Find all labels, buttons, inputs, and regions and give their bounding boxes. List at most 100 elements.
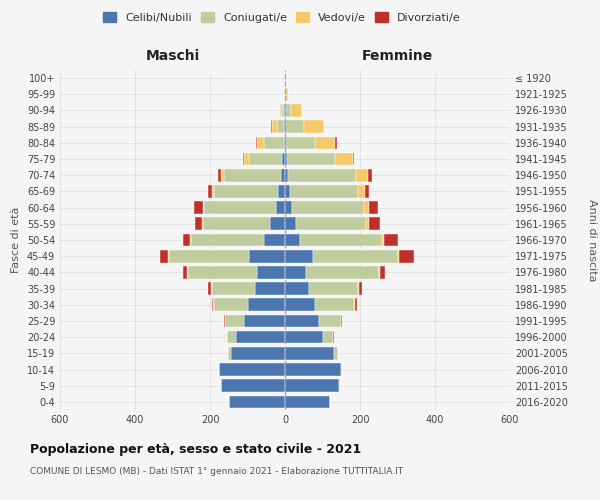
Bar bbox=[205, 202, 275, 214]
Bar bbox=[221, 380, 285, 392]
Bar bbox=[285, 202, 292, 214]
Bar bbox=[382, 234, 383, 246]
Bar bbox=[160, 250, 167, 262]
Y-axis label: Anni di nascita: Anni di nascita bbox=[587, 198, 597, 281]
Bar bbox=[211, 282, 212, 295]
Bar bbox=[284, 136, 285, 149]
Bar bbox=[257, 266, 285, 278]
Text: Maschi: Maschi bbox=[145, 48, 200, 62]
Bar bbox=[300, 234, 382, 246]
Bar bbox=[286, 88, 288, 101]
Bar bbox=[218, 169, 221, 181]
Bar bbox=[283, 152, 285, 166]
Bar bbox=[202, 218, 203, 230]
Bar bbox=[223, 314, 224, 328]
Bar bbox=[334, 347, 337, 360]
Bar bbox=[264, 136, 284, 149]
Bar bbox=[191, 234, 265, 246]
Bar bbox=[341, 363, 343, 376]
Bar bbox=[221, 169, 224, 181]
Bar bbox=[271, 120, 272, 133]
Bar bbox=[285, 314, 319, 328]
Bar bbox=[285, 169, 287, 181]
Bar bbox=[208, 282, 211, 295]
Bar bbox=[182, 234, 190, 246]
Bar bbox=[358, 185, 365, 198]
Bar bbox=[270, 218, 285, 230]
Bar bbox=[285, 347, 334, 360]
Bar bbox=[285, 396, 330, 408]
Bar bbox=[212, 185, 214, 198]
Bar bbox=[203, 218, 270, 230]
Bar bbox=[379, 266, 380, 278]
Bar bbox=[323, 331, 333, 344]
Bar bbox=[368, 169, 373, 181]
Bar bbox=[277, 120, 284, 133]
Bar bbox=[323, 120, 325, 133]
Bar bbox=[369, 202, 378, 214]
Bar bbox=[291, 104, 302, 117]
Bar bbox=[296, 218, 366, 230]
Bar bbox=[313, 250, 398, 262]
Bar bbox=[250, 250, 285, 262]
Bar bbox=[286, 104, 291, 117]
Bar bbox=[285, 298, 315, 311]
Legend: Celibi/Nubili, Coniugati/e, Vedovi/e, Divorziati/e: Celibi/Nubili, Coniugati/e, Vedovi/e, Di… bbox=[99, 8, 465, 28]
Bar bbox=[187, 266, 257, 278]
Bar bbox=[203, 202, 205, 214]
Bar bbox=[287, 169, 356, 181]
Bar bbox=[335, 136, 337, 149]
Bar bbox=[353, 152, 354, 166]
Bar bbox=[250, 152, 283, 166]
Bar bbox=[366, 218, 369, 230]
Bar bbox=[257, 136, 264, 149]
Bar bbox=[284, 120, 285, 133]
Bar bbox=[356, 169, 368, 181]
Bar bbox=[335, 152, 353, 166]
Bar bbox=[398, 250, 413, 262]
Bar bbox=[280, 104, 281, 117]
Bar bbox=[248, 298, 285, 311]
Bar bbox=[244, 314, 285, 328]
Bar bbox=[284, 104, 285, 117]
Text: Femmine: Femmine bbox=[362, 48, 433, 62]
Bar bbox=[281, 169, 285, 181]
Bar bbox=[285, 363, 341, 376]
Bar bbox=[208, 185, 212, 198]
Text: COMUNE DI LESMO (MB) - Dati ISTAT 1° gennaio 2021 - Elaborazione TUTTITALIA.IT: COMUNE DI LESMO (MB) - Dati ISTAT 1° gen… bbox=[30, 468, 403, 476]
Bar bbox=[167, 250, 169, 262]
Bar bbox=[265, 234, 285, 246]
Bar bbox=[285, 331, 323, 344]
Bar bbox=[255, 282, 285, 295]
Bar bbox=[256, 136, 257, 149]
Bar bbox=[364, 202, 369, 214]
Bar bbox=[292, 202, 364, 214]
Bar bbox=[285, 104, 286, 117]
Bar bbox=[304, 120, 323, 133]
Bar bbox=[383, 234, 398, 246]
Bar bbox=[227, 347, 230, 360]
Bar bbox=[229, 396, 285, 408]
Bar bbox=[285, 218, 296, 230]
Bar bbox=[230, 347, 285, 360]
Bar bbox=[365, 185, 368, 198]
Bar bbox=[359, 282, 362, 295]
Bar bbox=[358, 282, 359, 295]
Bar bbox=[281, 104, 284, 117]
Bar bbox=[341, 314, 342, 328]
Bar bbox=[236, 331, 285, 344]
Bar bbox=[369, 218, 380, 230]
Bar bbox=[315, 298, 355, 311]
Bar bbox=[214, 298, 248, 311]
Bar bbox=[285, 120, 286, 133]
Bar bbox=[355, 298, 356, 311]
Bar bbox=[190, 234, 191, 246]
Bar bbox=[305, 266, 379, 278]
Bar bbox=[285, 380, 340, 392]
Bar bbox=[285, 234, 300, 246]
Bar bbox=[286, 120, 304, 133]
Bar bbox=[275, 202, 285, 214]
Bar bbox=[169, 250, 250, 262]
Bar bbox=[212, 282, 255, 295]
Text: Popolazione per età, sesso e stato civile - 2021: Popolazione per età, sesso e stato civil… bbox=[30, 442, 361, 456]
